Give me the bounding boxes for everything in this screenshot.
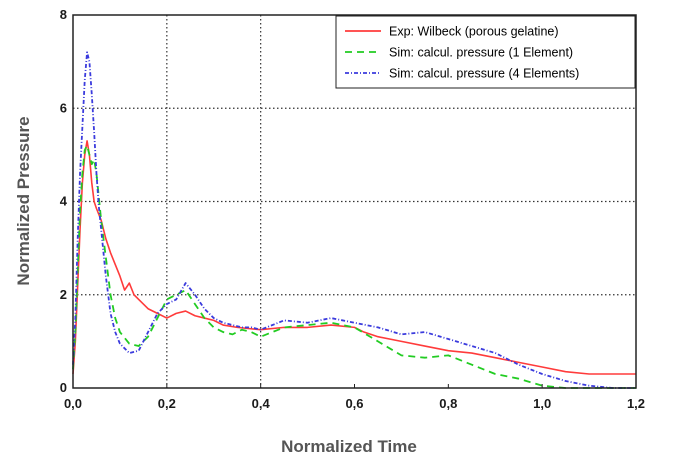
grid-lines [73,15,636,388]
y-tick-label: 8 [60,7,67,22]
legend-box [335,15,636,89]
y-tick-labels: 0 2 4 6 8 [60,7,68,395]
legend: Exp: Wilbeck (porous gelatine) Sim: calcu… [335,15,636,89]
series-line-1 [72,140,636,375]
y-tick-label: 6 [60,100,67,115]
legend-label-3: Sim: calcul. pressure (4 Elements) [389,67,579,81]
x-tick-label: 1,0 [533,396,551,411]
x-tick-labels: 0,0 0,2 0,4 0,6 0,8 1,0 1,2 [64,384,645,411]
x-tick-label: 0,4 [252,396,271,411]
legend-label-2: Sim: calcul. pressure (1 Element) [389,46,573,60]
legend-label-1: Exp: Wilbeck (porous gelatine) [389,25,559,39]
series-line-2 [72,144,636,389]
x-tick-label: 0,2 [158,396,176,411]
series-lines [72,51,636,389]
x-tick-label: 0,8 [439,396,457,411]
y-axis-title: Normalized Pressure [14,116,33,285]
y-tick-label: 0 [60,380,67,395]
x-axis-title: Normalized Time [281,437,417,456]
y-tick-label: 2 [60,287,67,302]
x-tick-label: 0,6 [345,396,363,411]
y-tick-label: 4 [60,194,68,209]
x-tick-label: 1,2 [627,396,645,411]
series-line-3 [72,51,636,389]
x-tick-label: 0,0 [64,396,82,411]
